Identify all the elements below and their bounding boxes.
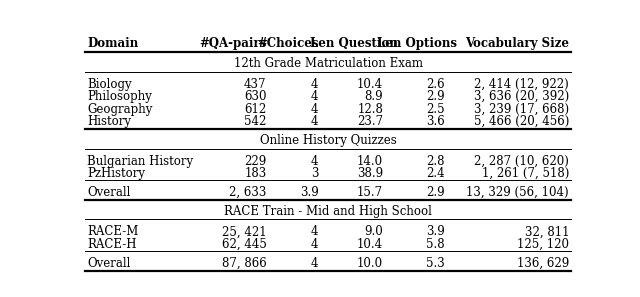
Text: 183: 183 — [244, 167, 266, 180]
Text: 2.4: 2.4 — [426, 167, 445, 180]
Text: 5.8: 5.8 — [426, 238, 445, 251]
Text: 2, 414 (12, 922): 2, 414 (12, 922) — [474, 78, 569, 91]
Text: #QA-pairs: #QA-pairs — [199, 37, 266, 50]
Text: 229: 229 — [244, 154, 266, 168]
Text: 5.3: 5.3 — [426, 257, 445, 270]
Text: History: History — [88, 115, 131, 128]
Text: 437: 437 — [244, 78, 266, 91]
Text: 3, 636 (20, 392): 3, 636 (20, 392) — [474, 90, 569, 103]
Text: Vocabulary Size: Vocabulary Size — [465, 37, 569, 50]
Text: RACE-M: RACE-M — [88, 225, 139, 238]
Text: Biology: Biology — [88, 78, 132, 91]
Text: 38.9: 38.9 — [357, 167, 383, 180]
Text: 10.4: 10.4 — [357, 78, 383, 91]
Text: 13, 329 (56, 104): 13, 329 (56, 104) — [467, 186, 569, 199]
Text: Len Question: Len Question — [310, 37, 398, 50]
Text: 2.8: 2.8 — [426, 154, 445, 168]
Text: PzHistory: PzHistory — [88, 167, 145, 180]
Text: 136, 629: 136, 629 — [517, 257, 569, 270]
Text: 3: 3 — [311, 167, 319, 180]
Text: 3.9: 3.9 — [300, 186, 319, 199]
Text: 15.7: 15.7 — [357, 186, 383, 199]
Text: 4: 4 — [311, 103, 319, 116]
Text: Philosophy: Philosophy — [88, 90, 152, 103]
Text: 3.9: 3.9 — [426, 225, 445, 238]
Text: 4: 4 — [311, 78, 319, 91]
Text: #Choices: #Choices — [257, 37, 319, 50]
Text: Domain: Domain — [88, 37, 139, 50]
Text: 2, 633: 2, 633 — [229, 186, 266, 199]
Text: 612: 612 — [244, 103, 266, 116]
Text: 12th Grade Matriculation Exam: 12th Grade Matriculation Exam — [234, 57, 422, 70]
Text: 4: 4 — [311, 225, 319, 238]
Text: 2.9: 2.9 — [426, 90, 445, 103]
Text: Len Options: Len Options — [378, 37, 457, 50]
Text: RACE Train - Mid and High School: RACE Train - Mid and High School — [224, 205, 432, 218]
Text: Overall: Overall — [88, 257, 131, 270]
Text: 4: 4 — [311, 90, 319, 103]
Text: 14.0: 14.0 — [357, 154, 383, 168]
Text: Bulgarian History: Bulgarian History — [88, 154, 193, 168]
Text: 23.7: 23.7 — [357, 115, 383, 128]
Text: 4: 4 — [311, 115, 319, 128]
Text: 8.9: 8.9 — [364, 90, 383, 103]
Text: 3, 239 (17, 668): 3, 239 (17, 668) — [474, 103, 569, 116]
Text: Overall: Overall — [88, 186, 131, 199]
Text: 125, 120: 125, 120 — [517, 238, 569, 251]
Text: 630: 630 — [244, 90, 266, 103]
Text: 3.6: 3.6 — [426, 115, 445, 128]
Text: 5, 466 (20, 456): 5, 466 (20, 456) — [474, 115, 569, 128]
Text: 2.5: 2.5 — [426, 103, 445, 116]
Text: 2, 287 (10, 620): 2, 287 (10, 620) — [474, 154, 569, 168]
Text: Geography: Geography — [88, 103, 153, 116]
Text: 4: 4 — [311, 154, 319, 168]
Text: 9.0: 9.0 — [364, 225, 383, 238]
Text: 12.8: 12.8 — [357, 103, 383, 116]
Text: RACE-H: RACE-H — [88, 238, 137, 251]
Text: 10.0: 10.0 — [357, 257, 383, 270]
Text: 1, 261 (7, 518): 1, 261 (7, 518) — [482, 167, 569, 180]
Text: 4: 4 — [311, 238, 319, 251]
Text: 25, 421: 25, 421 — [222, 225, 266, 238]
Text: 542: 542 — [244, 115, 266, 128]
Text: 62, 445: 62, 445 — [221, 238, 266, 251]
Text: 4: 4 — [311, 257, 319, 270]
Text: 10.4: 10.4 — [357, 238, 383, 251]
Text: 32, 811: 32, 811 — [525, 225, 569, 238]
Text: 2.6: 2.6 — [426, 78, 445, 91]
Text: 2.9: 2.9 — [426, 186, 445, 199]
Text: 87, 866: 87, 866 — [221, 257, 266, 270]
Text: Online History Quizzes: Online History Quizzes — [260, 134, 396, 147]
